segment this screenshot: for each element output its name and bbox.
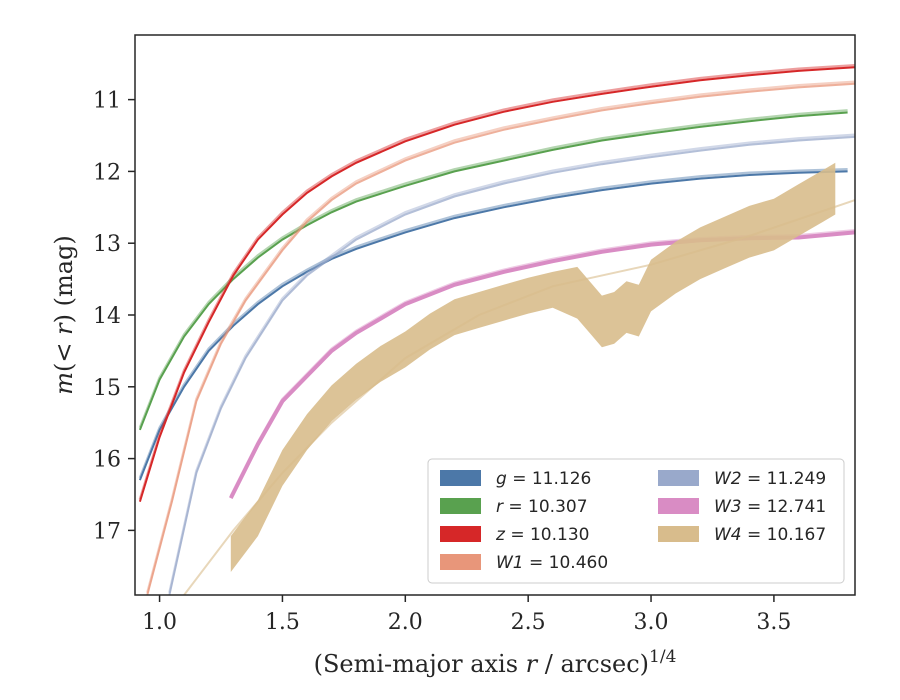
series-g-model-line: [138, 168, 848, 479]
legend-swatch-g: [440, 470, 481, 486]
series-w1-model-line: [146, 80, 855, 594]
series-z-model-line: [138, 63, 855, 500]
x-tick-label: 2.5: [511, 610, 546, 635]
legend-swatch-w3: [658, 498, 699, 514]
legend-label-g: g = 11.126: [496, 469, 591, 489]
series-g-line: [138, 170, 848, 481]
x-tick-label: 2.0: [388, 610, 423, 635]
series-r-model-line: [138, 109, 848, 429]
axes-frame: [134, 34, 856, 596]
legend-swatch-w4: [658, 526, 699, 542]
axis-ticks: 1.0 1.5 2.0 2.5 3.0 3.5 11 12 13 14 15 16 17: [93, 89, 791, 635]
y-tick-label: 17: [93, 519, 121, 544]
y-tick-label: 15: [93, 376, 121, 401]
y-axis-label: m(< r) (mag): [50, 235, 78, 395]
y-tick-label: 14: [93, 304, 121, 329]
legend: g = 11.126 r = 10.307 z = 10.130 W1 = 10.46…: [427, 458, 845, 584]
legend-swatch-w1: [440, 554, 481, 570]
y-tick-label: 16: [93, 448, 121, 473]
legend-label-w2: W2 = 11.249: [714, 469, 826, 489]
y-tick-label: 11: [93, 89, 121, 114]
legend-swatch-r: [440, 498, 481, 514]
series-w4-band: [230, 162, 836, 573]
x-axis-label: (Semi-major axis r / arcsec)1/4: [314, 647, 677, 678]
x-tick-label: 3.5: [756, 610, 791, 635]
x-tick-label: 1.0: [142, 610, 177, 635]
series-w2-line: [168, 135, 855, 595]
series-z-line: [138, 66, 855, 502]
legend-label-w4: W4 = 10.167: [714, 525, 826, 545]
series-w3-line: [229, 230, 855, 499]
legend-label-r: r = 10.307: [496, 497, 588, 517]
legend-swatch-z: [440, 526, 481, 542]
legend-label-w3: W3 = 12.741: [714, 497, 826, 517]
legend-label-z: z = 10.130: [495, 525, 589, 545]
series-r-line: [138, 111, 848, 431]
x-tick-label: 1.5: [265, 610, 300, 635]
series-w4-model-line: [183, 199, 855, 595]
plot-area: [138, 63, 855, 595]
legend-swatch-w2: [658, 470, 699, 486]
legend-label-w1: W1 = 10.460: [496, 553, 608, 573]
legend-frame: [427, 458, 845, 584]
y-tick-label: 13: [93, 232, 121, 257]
series-w1-line: [146, 82, 855, 595]
y-tick-label: 12: [93, 160, 121, 185]
x-tick-label: 3.0: [634, 610, 669, 635]
series-w3-model-line: [229, 229, 855, 497]
